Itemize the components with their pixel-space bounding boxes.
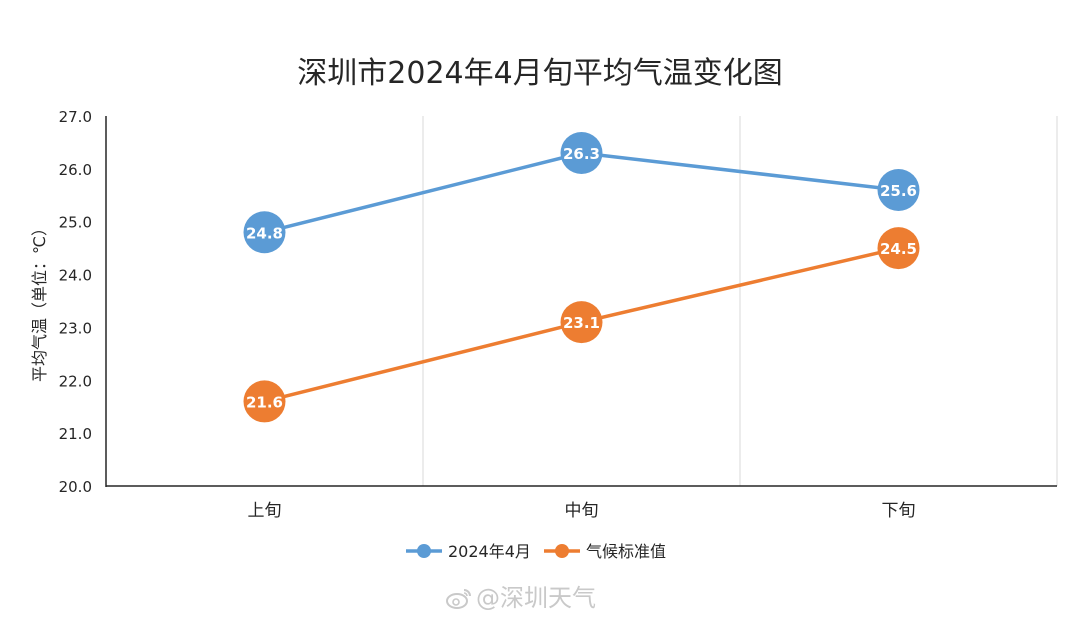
y-tick-label: 25.0	[59, 214, 92, 232]
y-tick-label: 22.0	[59, 372, 92, 390]
watermark: @深圳天气	[446, 578, 596, 613]
data-point	[243, 380, 286, 423]
data-label: 25.6	[880, 182, 917, 200]
legend-label: 气候标准值	[586, 542, 666, 561]
weibo-icon	[446, 589, 471, 609]
y-axis-label: 平均气温（单位：℃）	[30, 220, 49, 382]
data-point	[560, 301, 603, 344]
data-label: 23.1	[563, 314, 600, 332]
data-point	[243, 211, 286, 254]
data-point	[877, 169, 920, 211]
data-point	[877, 227, 920, 270]
y-tick-label: 24.0	[59, 267, 92, 285]
legend-marker	[555, 544, 569, 558]
legend-label: 2024年4月	[448, 542, 531, 561]
data-label: 24.8	[246, 224, 283, 242]
y-tick-label: 21.0	[59, 425, 92, 443]
y-tick-label: 26.0	[59, 161, 92, 179]
x-tick-label: 下旬	[882, 501, 916, 521]
x-tick-label: 中旬	[565, 501, 599, 521]
y-tick-label: 23.0	[59, 319, 92, 337]
data-label: 24.5	[880, 240, 917, 258]
chart-title: 深圳市2024年4月旬平均气温变化图	[297, 56, 783, 91]
data-label: 21.6	[246, 393, 283, 411]
data-label: 26.3	[563, 145, 600, 163]
x-tick-label: 上旬	[248, 501, 282, 521]
legend-marker	[417, 544, 431, 558]
watermark-text: @深圳天气	[476, 584, 596, 612]
y-tick-label: 20.0	[59, 478, 92, 496]
y-tick-label: 27.0	[59, 108, 92, 126]
data-point	[560, 132, 603, 174]
